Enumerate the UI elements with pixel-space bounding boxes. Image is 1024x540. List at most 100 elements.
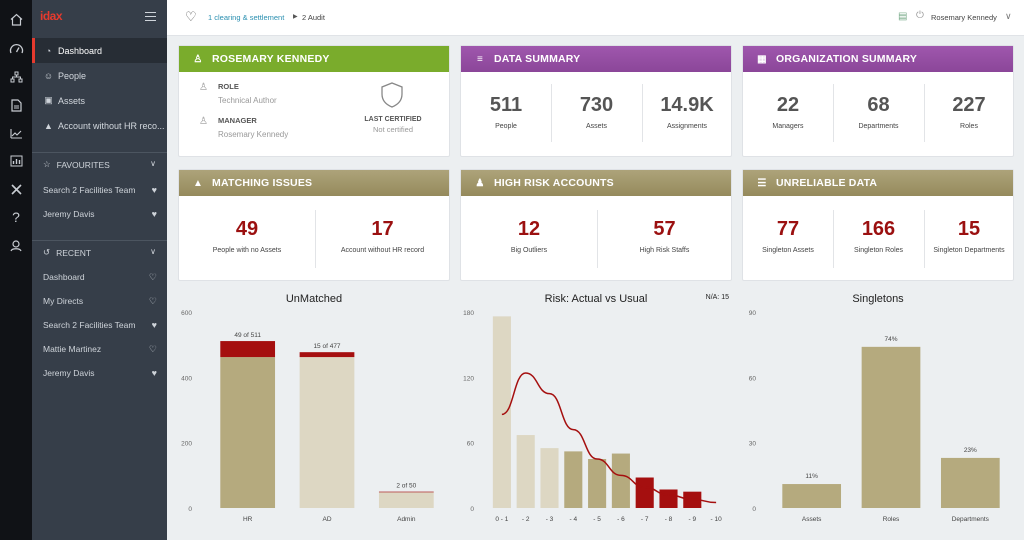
sidebar-item-label: Dashboard [58,45,103,56]
usual-curve [501,372,717,504]
bar-unmatched [378,491,434,493]
stat-account-no-hr[interactable]: 17 Account without HR record [340,218,425,254]
sidebar-item-people[interactable]: ☺ People [32,63,167,88]
heart-outline-icon[interactable]: ♡ [148,343,157,354]
menu-toggle-icon[interactable] [145,12,156,21]
sidebar-item-account-without-hr[interactable]: ▲ Account without HR reco... [32,113,167,138]
bar [659,489,678,508]
y-tick-label: 60 [467,441,475,448]
breadcrumb-item[interactable]: 1 clearing & settlement [208,13,285,22]
org-chart-icon[interactable] [0,63,32,91]
stat-departments[interactable]: 68 Departments [858,94,899,130]
bar [564,451,583,508]
high-risk-header: ♟ HIGH RISK ACCOUNTS [461,170,731,196]
data-label: 2 of 50 [396,483,416,490]
card-title: DATA SUMMARY [494,53,581,65]
high-risk-card: ♟ HIGH RISK ACCOUNTS 12 Big Outliers 57 Hig… [460,169,732,281]
heart-filled-icon[interactable]: ♥ [151,368,157,378]
stat-high-risk-staffs[interactable]: 57 High Risk Staffs [639,218,690,254]
bar-matched [220,357,276,508]
sidebar-item-label: People [58,70,87,81]
help-icon[interactable]: ? [12,209,20,225]
manager-label: MANAGER [218,116,257,125]
recent-item[interactable]: Search 2 Facilities Team ♥ [32,313,167,337]
card-title: MATCHING ISSUES [212,177,313,189]
risk-chart-svg: 0 60 120 180 0 - 1 - 2 - 3 - 4 - 5 - 6 - 7 - 8 - 9 - … [463,310,722,523]
stat-managers[interactable]: 22 Managers [772,94,804,130]
heart-outline-icon[interactable]: ♡ [185,9,197,24]
unmatched-chart-svg: 0 200 400 600 49 of 511 HR 15 of 477 AD 2 of 50 A… [181,310,434,523]
recent-item[interactable]: Mattie Martinez ♡ [32,337,167,361]
warning-icon: ▲ [44,120,53,131]
y-tick-label: 0 [752,506,756,513]
data-label: 23% [964,447,977,454]
stat-singleton-departments[interactable]: 15 Singleton Departments [933,218,1005,254]
bar [940,457,1000,508]
recent-item[interactable]: Dashboard ♡ [32,265,167,289]
top-bar: ♡ 1 clearing & settlement ▶ 2 Audit ▤ ⏻ … [167,0,1024,36]
unreliable-data-card: ☰ UNRELIABLE DATA 77 Singleton Assets 166 S… [742,169,1014,281]
recent-item[interactable]: Jeremy Davis ♥ [32,361,167,385]
stat-people-no-assets[interactable]: 49 People with no Assets [212,218,282,254]
stat-singleton-roles[interactable]: 166 Singleton Roles [853,218,904,254]
sidebar-item-assets[interactable]: ▣ Assets [32,88,167,113]
stat-singleton-assets[interactable]: 77 Singleton Assets [762,218,814,254]
x-tick-label: - 5 [593,516,601,523]
shield-icon [381,82,403,108]
recent-section-header[interactable]: ↺ RECENT ∨ [32,240,167,264]
data-label: 15 of 477 [313,343,340,350]
heart-outline-icon[interactable]: ♡ [148,295,157,306]
notification-icon[interactable]: ▤ [898,11,908,22]
home-icon[interactable] [0,5,32,33]
recent-label: Mattie Martinez [43,344,102,354]
trend-icon[interactable] [0,119,32,147]
bar [861,346,921,508]
stat-assignments[interactable]: 14.9K Assignments [660,94,714,130]
user-icon: ♙ [193,53,203,65]
bar-chart-icon[interactable] [0,147,32,175]
recent-item[interactable]: My Directs ♡ [32,289,167,313]
user-name[interactable]: Rosemary Kennedy [931,13,997,22]
tools-icon[interactable] [0,175,32,203]
matching-issues-header: ▲ MATCHING ISSUES [179,170,449,196]
bar-unmatched [299,352,355,358]
heart-filled-icon[interactable]: ♥ [151,209,157,219]
favourite-item[interactable]: Search 2 Facilities Team ♥ [32,178,167,202]
section-label: RECENT [56,247,92,258]
stat-roles[interactable]: 227 Roles [952,94,986,130]
heart-filled-icon[interactable]: ♥ [151,185,157,195]
chevron-down-icon: ∨ [150,247,156,256]
favourite-label: Search 2 Facilities Team [43,185,136,195]
bar [782,484,842,508]
bar-matched [378,492,434,508]
stat-big-outliers[interactable]: 12 Big Outliers [510,218,548,254]
x-tick-label: - 8 [665,516,673,523]
dashboard-icon[interactable] [0,34,32,62]
favourites-section-header[interactable]: ☆ FAVOURITES ∨ [32,152,167,176]
org-summary-card: ▦ ORGANIZATION SUMMARY 22 Managers 68 Depar… [742,45,1014,157]
x-tick-label: Assets [802,516,822,523]
favourite-item[interactable]: Jeremy Davis ♥ [32,202,167,226]
organization-icon: ▦ [757,53,767,65]
document-icon[interactable] [0,91,32,119]
singletons-chart: Singletons 0 30 60 90 11% Assets 74% Roles 23% De… [742,293,1014,535]
chevron-down-icon[interactable]: ∨ [1005,11,1012,21]
stat-people[interactable]: 511 People [489,94,523,130]
sidebar: idax ◔ Dashboard ☺ People ▣ Assets ▲ Account… [32,0,167,540]
people-icon: ☺ [43,70,54,81]
sidebar-item-label: Assets [58,95,86,106]
stat-assets[interactable]: 730 Assets [579,94,614,130]
y-tick-label: 400 [181,375,192,382]
settings-user-icon[interactable] [0,231,32,259]
y-tick-label: 200 [181,441,192,448]
sidebar-item-dashboard[interactable]: ◔ Dashboard [32,38,167,63]
x-tick-label: Admin [397,516,416,523]
power-icon[interactable]: ⏻ [916,10,924,21]
heart-outline-icon[interactable]: ♡ [148,271,157,282]
app-logo: idax [40,9,63,23]
x-tick-label: - 9 [689,516,697,523]
heart-filled-icon[interactable]: ♥ [151,320,157,330]
singletons-chart-svg: 0 30 60 90 11% Assets 74% Roles 23% Departments [749,310,1000,523]
unmatched-chart: UnMatched 0 200 400 600 49 of 511 HR 15 of 477… [178,293,450,535]
section-label: FAVOURITES [56,159,110,170]
